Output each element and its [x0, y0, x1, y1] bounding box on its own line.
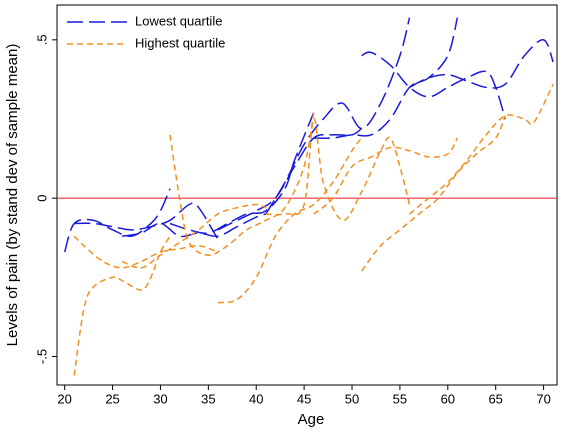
x-tick-label: 35 — [201, 391, 215, 406]
line-curve — [73, 235, 219, 269]
line-curve — [122, 213, 267, 238]
line-curve — [361, 51, 506, 120]
line-curve — [217, 127, 363, 231]
line-curve — [169, 112, 315, 234]
legend-label: Lowest quartile — [135, 13, 222, 28]
line-curve — [409, 39, 554, 89]
plot-frame — [56, 4, 558, 386]
x-tick-label: 55 — [393, 391, 407, 406]
x-axis-label: Age — [298, 411, 325, 428]
x-tick-label: 45 — [297, 391, 311, 406]
line-curve — [169, 112, 315, 256]
y-axis-label: Levels of pain (by stand dev of sample m… — [4, 44, 21, 347]
x-tick-label: 20 — [57, 391, 71, 406]
line-curve — [313, 137, 459, 215]
x-tick-label: 50 — [345, 391, 359, 406]
legend-label: Highest quartile — [135, 35, 225, 50]
line-curve — [313, 17, 459, 139]
x-tick-label: 70 — [536, 391, 550, 406]
y-tick-label: 0 — [34, 195, 49, 202]
line-curve — [265, 118, 411, 222]
x-tick-label: 60 — [441, 391, 455, 406]
x-tick-label: 40 — [249, 391, 263, 406]
line-curve — [409, 83, 554, 215]
y-tick-label: .5 — [34, 34, 49, 45]
line-curve — [63, 188, 171, 253]
y-tick-label: -.5 — [34, 349, 49, 364]
line-curve — [73, 235, 171, 376]
line-curve — [360, 115, 506, 272]
x-tick-label: 25 — [105, 391, 119, 406]
x-tick-label: 65 — [488, 391, 502, 406]
x-tick-label: 30 — [153, 391, 167, 406]
line-curve — [265, 17, 411, 215]
line-curve — [217, 137, 363, 304]
